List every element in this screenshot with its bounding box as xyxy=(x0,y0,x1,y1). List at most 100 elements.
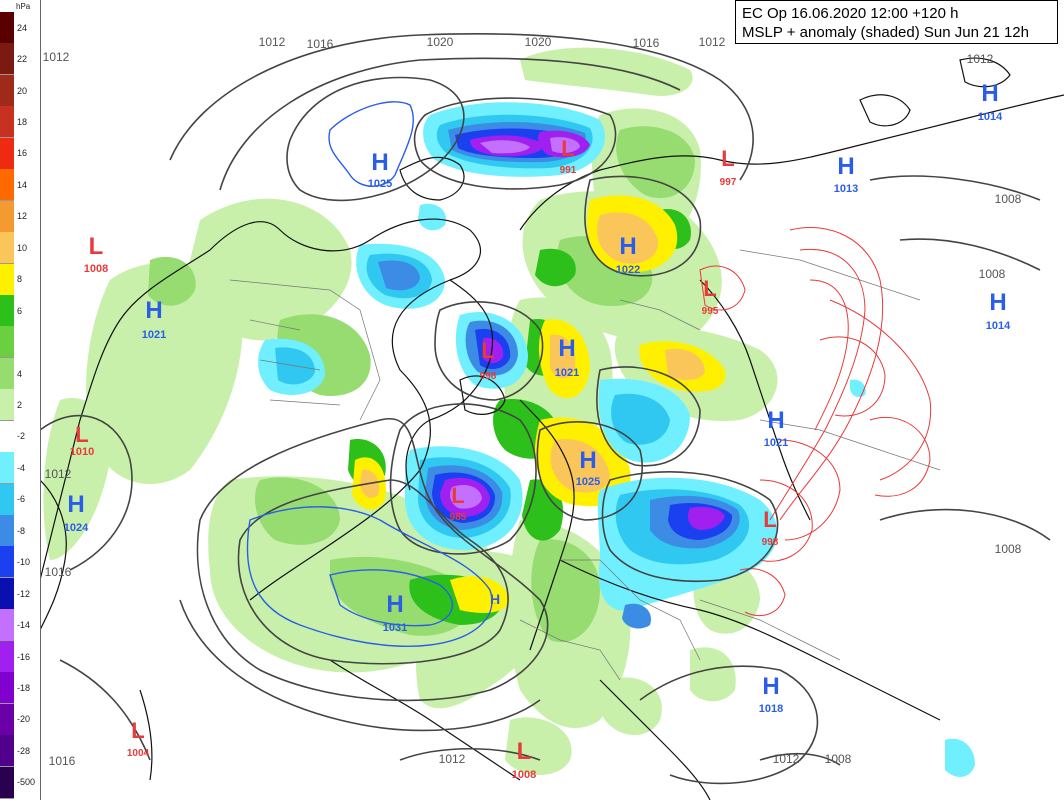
legend-label: -4 xyxy=(17,462,26,473)
high-center: H 1014 xyxy=(978,80,1003,123)
high-center: H 1021 xyxy=(764,407,788,449)
svg-text:1016: 1016 xyxy=(494,603,497,605)
isobar-label: 1020 xyxy=(427,35,454,49)
svg-text:H: H xyxy=(837,153,854,180)
legend-swatch xyxy=(0,43,14,76)
low-contours-asia xyxy=(699,226,932,617)
isobars xyxy=(39,33,1051,785)
svg-text:H: H xyxy=(67,491,84,518)
svg-text:L: L xyxy=(131,718,144,743)
isobar-label: 1016 xyxy=(49,754,76,768)
svg-text:998: 998 xyxy=(762,537,779,548)
low-center: L 998 xyxy=(480,338,497,382)
legend-swatch xyxy=(0,577,14,610)
svg-text:1025: 1025 xyxy=(368,178,392,190)
high-center: H 1018 xyxy=(759,673,783,715)
legend-swatch xyxy=(0,515,14,548)
svg-text:998: 998 xyxy=(480,371,497,382)
legend-swatch xyxy=(0,389,14,422)
low-center: L 985 xyxy=(450,483,467,523)
legend-label: -12 xyxy=(17,588,31,599)
legend-swatch xyxy=(0,672,14,705)
svg-text:L: L xyxy=(703,276,716,301)
legend-label: 24 xyxy=(17,22,28,33)
isobar-label: 1012 xyxy=(259,35,286,49)
isobar-label-group: 1012 1016 1020 1020 1016 1012 1012 1008 … xyxy=(43,35,1022,768)
svg-text:H: H xyxy=(386,591,403,618)
svg-text:L: L xyxy=(763,507,776,532)
high-center: H 1025 xyxy=(576,447,600,488)
svg-text:991: 991 xyxy=(560,165,577,176)
isobar-label: 1008 xyxy=(979,267,1006,281)
high-center: H 1025 xyxy=(368,149,392,190)
legend-label: 20 xyxy=(17,85,28,96)
legend-label: 16 xyxy=(17,148,28,159)
legend-swatch xyxy=(0,483,14,516)
svg-text:H: H xyxy=(762,673,779,700)
high-center: H 1014 xyxy=(986,289,1011,332)
high-contours xyxy=(246,101,493,647)
legend-label: 18 xyxy=(17,117,28,128)
legend-swatch xyxy=(0,294,14,327)
legend-swatch xyxy=(0,326,14,359)
political-borders xyxy=(229,249,941,681)
svg-text:1022: 1022 xyxy=(616,264,640,276)
svg-text:1013: 1013 xyxy=(834,183,858,195)
svg-text:H: H xyxy=(989,289,1006,316)
svg-text:H: H xyxy=(371,149,388,176)
svg-text:985: 985 xyxy=(450,512,467,523)
legend-label: -20 xyxy=(17,714,31,725)
high-center: H 1024 xyxy=(64,491,89,534)
isobar-label: 1020 xyxy=(525,35,552,49)
legend-label: 2 xyxy=(17,400,23,410)
map-title-box: EC Op 16.06.2020 12:00 +120 h MSLP + ano… xyxy=(735,0,1058,44)
svg-text:H: H xyxy=(579,447,596,474)
svg-text:1010: 1010 xyxy=(70,446,94,458)
high-center: H 1021 xyxy=(555,335,579,379)
legend-swatch xyxy=(0,452,14,485)
legend-label: -8 xyxy=(17,525,26,536)
isobar-label: 1008 xyxy=(825,752,852,766)
legend-label: -500 xyxy=(17,777,36,788)
svg-text:1018: 1018 xyxy=(759,703,783,715)
svg-text:L: L xyxy=(451,483,464,508)
legend-label: 14 xyxy=(17,179,28,190)
svg-text:H: H xyxy=(981,80,998,107)
legend-swatch xyxy=(0,609,14,642)
legend-label: 10 xyxy=(17,242,28,253)
svg-text:1021: 1021 xyxy=(764,437,788,449)
svg-text:L: L xyxy=(517,738,532,765)
svg-text:L: L xyxy=(481,338,494,363)
isobar-label: 1012 xyxy=(699,35,726,49)
legend-label: 12 xyxy=(17,211,28,222)
low-center: L 1008 xyxy=(512,738,536,781)
legend-label: 22 xyxy=(17,54,28,65)
svg-text:H: H xyxy=(767,407,784,434)
svg-text:1008: 1008 xyxy=(84,263,108,275)
legend-label: -28 xyxy=(17,745,31,756)
title-model-run: EC Op 16.06.2020 12:00 +120 h xyxy=(742,5,959,22)
svg-text:H: H xyxy=(558,335,575,362)
high-center: H 1021 xyxy=(142,297,166,341)
svg-text:H: H xyxy=(145,297,162,324)
svg-text:997: 997 xyxy=(720,177,737,188)
svg-text:L: L xyxy=(721,146,734,171)
low-center: L 998 xyxy=(762,507,779,548)
legend-label: 4 xyxy=(17,368,23,379)
anomaly-positive-orange xyxy=(360,212,705,498)
isobar-label: 1012 xyxy=(967,52,994,66)
svg-text:1031: 1031 xyxy=(383,622,407,634)
low-center: L 1008 xyxy=(84,233,108,275)
svg-text:1014: 1014 xyxy=(978,111,1003,123)
isobar-label: 1016 xyxy=(307,37,334,51)
isobar-label: 1008 xyxy=(995,542,1022,556)
legend-swatch xyxy=(0,357,14,390)
svg-text:L: L xyxy=(561,136,574,161)
legend-label: -18 xyxy=(17,682,31,693)
legend-swatch xyxy=(0,169,14,202)
svg-text:1004: 1004 xyxy=(127,748,150,759)
legend-swatch xyxy=(0,200,14,233)
legend-swatch xyxy=(0,74,14,107)
anomaly-colorbar: hPa 24 22 20 18 16 14 12 10 8 6 4 2 -2 -4 -6 -8 -10 -12 -1… xyxy=(0,0,41,800)
